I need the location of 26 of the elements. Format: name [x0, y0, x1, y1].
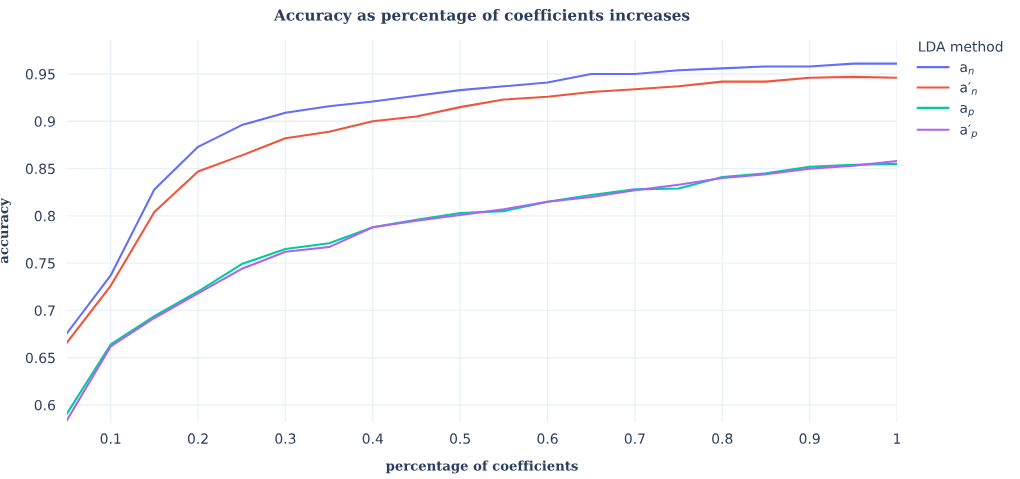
y-tick-label: 0.7	[34, 305, 55, 316]
y-tick-label: 0.95	[25, 69, 55, 80]
y-tick-label: 0.85	[25, 163, 55, 175]
chart-title: Accuracy as percentage of coefficients increases	[273, 8, 690, 24]
legend-label: a′$_{p}$	[960, 124, 977, 139]
x-tick-label: 0.2	[187, 433, 208, 444]
x-tick-label: 0.7	[624, 433, 645, 444]
x-tick-label: 0.3	[275, 433, 296, 444]
y-axis-title: accuracy	[1, 197, 12, 264]
y-tick-label: 0.6	[34, 399, 56, 411]
x-axis-title: percentage of coefficients	[385, 460, 578, 474]
legend-label: a′$_{n}$	[960, 82, 977, 95]
legend-title: LDA method	[919, 41, 1003, 52]
y-tick-label: 0.8	[34, 210, 55, 222]
x-tick-label: 0.6	[537, 433, 558, 444]
y-tick-label: 0.75	[25, 258, 55, 269]
y-tick-label: 0.65	[25, 352, 55, 364]
x-tick-label: 0.4	[362, 433, 384, 444]
x-tick-label: 0.8	[712, 433, 733, 444]
x-tick-label: 0.1	[100, 433, 121, 444]
x-tick-label: 0.9	[799, 433, 820, 444]
x-tick-label: 0.5	[450, 433, 470, 444]
legend-label: a$_{n}$	[960, 64, 974, 75]
y-tick-label: 0.9	[34, 116, 55, 127]
x-tick-label: 1	[894, 433, 901, 444]
legend-label: a$_{p}$	[960, 104, 974, 118]
